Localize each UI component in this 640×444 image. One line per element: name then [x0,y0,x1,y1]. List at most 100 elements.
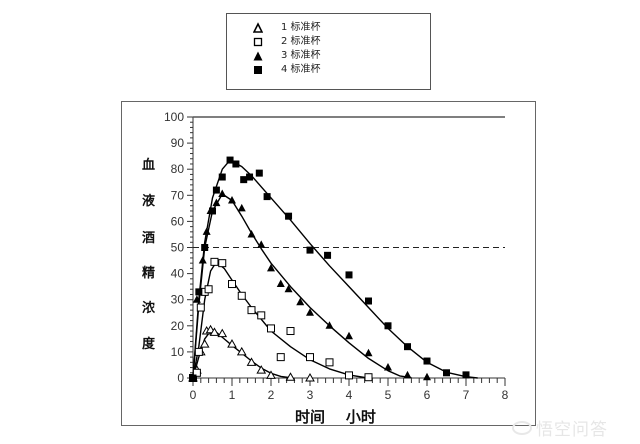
filled-square-marker [306,246,314,254]
y-axis-label-char: 液 [142,194,156,209]
open-square-marker [286,327,295,336]
y-tick-label: 40 [171,267,185,281]
filled-square-marker [285,212,293,220]
filled-triangle-marker [296,297,305,306]
open-triangle-marker [266,370,276,379]
x-tick-label: 2 [268,388,275,402]
x-tick-label: 4 [346,388,353,402]
open-square-marker [267,324,275,333]
open-square-marker [204,285,213,294]
x-tick-label: 5 [385,388,392,402]
legend-label: 3 标准杯 [281,50,321,61]
chart-legend: 1 标准杯 2 标准杯 3 标准杯 4 标准杯 [226,13,431,90]
legend-label: 4 标准杯 [281,64,321,75]
filled-square-marker [212,186,220,194]
y-tick-label: 20 [171,319,185,333]
filled-square-marker [404,343,411,351]
filled-square-icon [254,66,262,74]
filled-triangle-marker [257,240,266,248]
filled-triangle-marker [364,348,373,357]
filled-triangle-marker [267,263,275,272]
y-tick-label: 90 [171,136,185,150]
legend-label: 2 标准杯 [281,36,321,47]
filled-triangle-marker [218,189,227,197]
filled-square-marker [324,251,332,259]
y-tick-label: 30 [171,293,185,307]
chart-frame [121,101,536,426]
filled-triangle-marker [276,279,285,288]
filled-square-marker [365,297,372,305]
filled-triangle-marker [325,321,334,329]
filled-square-marker [384,322,392,330]
filled-square-marker [246,173,254,181]
open-square-marker [325,358,334,367]
filled-square-marker [462,371,470,379]
filled-triangle-marker [202,227,211,235]
open-square-marker [345,371,353,380]
filled-triangle-marker [228,196,236,204]
watermark-logo-icon [512,420,532,435]
filled-square-marker [218,173,226,181]
filled-triangle-marker [198,256,207,264]
filled-triangle-marker [284,284,293,293]
y-axis-label-char: 浓 [142,301,156,316]
filled-square-marker [195,288,203,296]
x-tick-label: 0 [190,388,197,402]
open-square-icon [253,37,263,47]
open-square-marker [364,373,373,382]
open-triangle-marker [236,346,247,356]
open-triangle-marker [209,327,220,336]
open-square-marker [194,347,203,356]
open-square-marker [306,353,314,362]
filled-square-marker [209,207,216,215]
open-square-marker [196,303,205,312]
y-axis-label-char: 血 [142,158,156,173]
open-triangle-marker [227,339,237,348]
open-triangle-marker [217,328,228,338]
x-tick-label: 6 [424,388,431,402]
y-tick-label: 100 [164,110,184,124]
filled-square-marker [263,193,271,201]
y-tick-label: 80 [171,162,185,176]
filled-triangle-marker [192,295,201,303]
filled-square-marker [423,357,431,365]
filled-triangle-marker [247,229,256,238]
open-square-marker [192,368,201,377]
filled-square-marker [240,176,248,184]
y-axis-label-char: 酒 [142,231,156,246]
filled-square-marker [201,244,209,251]
filled-triangle-marker [384,363,392,371]
filled-triangle-marker [212,198,221,207]
filled-square-marker [255,169,263,177]
x-tick-label: 7 [463,388,470,402]
filled-triangle-icon [253,51,263,61]
fit-curve-series-3 [192,193,412,379]
y-tick-label: 70 [171,188,185,202]
y-tick-label: 10 [171,345,185,359]
open-square-marker [257,311,266,320]
x-tick-label: 1 [229,388,236,402]
open-triangle-icon [253,22,263,33]
x-tick-label: 3 [307,388,314,402]
watermark-text: 悟空问答 [536,420,608,440]
open-triangle-marker [256,365,267,374]
filled-square-marker [345,271,353,279]
y-tick-label: 50 [171,241,185,255]
y-axis-label-char: 精 [142,266,156,281]
filled-square-marker [232,160,240,168]
filled-square-marker [443,369,450,377]
open-square-marker [218,259,227,268]
x-axis-label: 时间 小时 [295,408,376,426]
open-square-marker [237,291,246,300]
open-square-marker [276,353,285,362]
x-tick-label: 8 [502,388,509,402]
open-square-marker [210,257,219,266]
filled-triangle-marker [403,370,412,379]
open-triangle-marker [199,339,210,348]
y-tick-label: 0 [177,371,184,385]
y-axis-label-char: 度 [142,337,156,352]
legend-label: 1 标准杯 [281,22,321,33]
fit-curve-series-4 [192,159,478,379]
watermark: 悟空问答 [512,415,608,440]
